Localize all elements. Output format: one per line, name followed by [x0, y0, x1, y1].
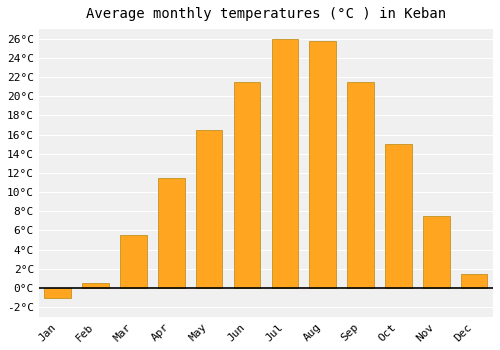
Title: Average monthly temperatures (°C ) in Keban: Average monthly temperatures (°C ) in Ke… — [86, 7, 446, 21]
Bar — [385, 144, 411, 288]
Bar — [272, 38, 298, 288]
Bar — [461, 274, 487, 288]
Bar — [234, 82, 260, 288]
Bar — [44, 288, 71, 298]
Bar — [348, 82, 374, 288]
Bar — [158, 178, 184, 288]
Bar — [196, 130, 222, 288]
Bar — [310, 41, 336, 288]
Bar — [423, 216, 450, 288]
Bar — [120, 235, 146, 288]
Bar — [82, 283, 109, 288]
